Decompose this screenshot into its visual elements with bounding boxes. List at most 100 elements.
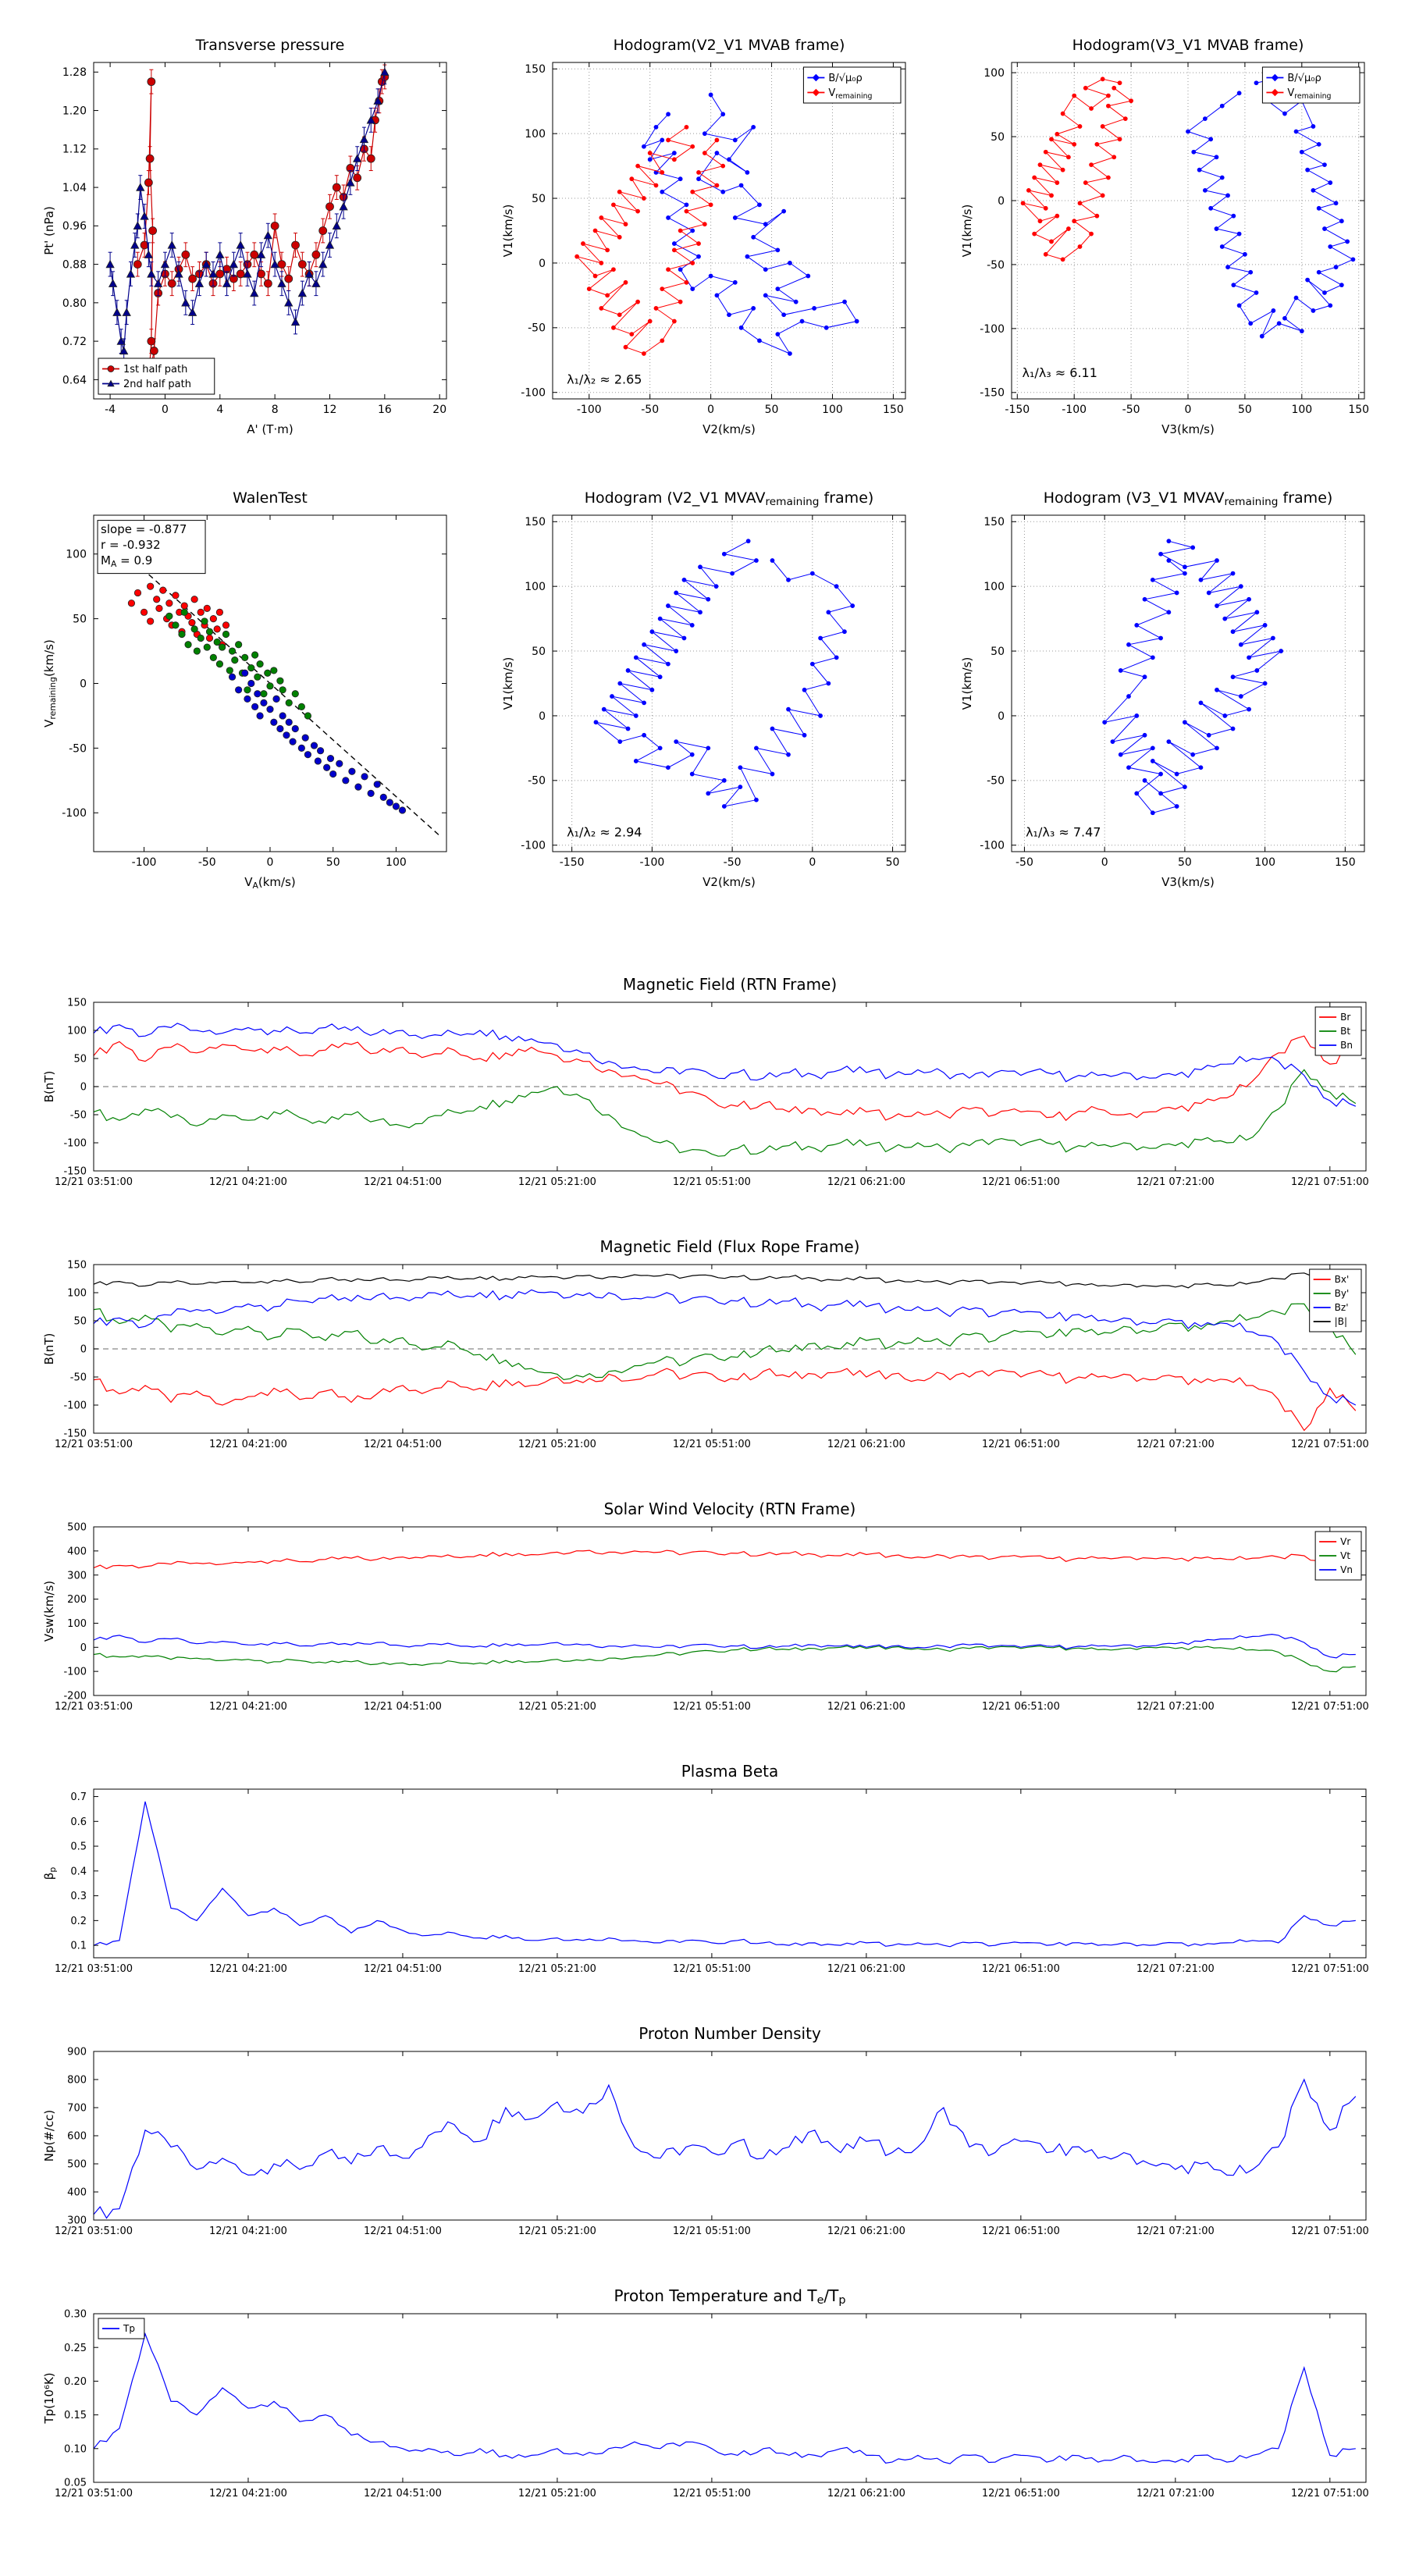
svg-text:12/21 06:51:00: 12/21 06:51:00 — [982, 2488, 1060, 2500]
chart-hodogram-v2v1-mvab: -100 -50 0 50 100 150 -100 -50 0 50 100 150 Hodogram… — [490, 22, 918, 447]
svg-text:12/21 03:51:00: 12/21 03:51:00 — [55, 1176, 133, 1188]
svg-text:0: 0 — [80, 1642, 87, 1654]
svg-text:Vremaining: Vremaining — [1287, 87, 1331, 101]
svg-text:16: 16 — [378, 404, 392, 416]
svg-text:12/21 03:51:00: 12/21 03:51:00 — [55, 1701, 133, 1713]
svg-text:300: 300 — [67, 2215, 87, 2227]
svg-text:1.20: 1.20 — [62, 105, 87, 117]
svg-text:By': By' — [1335, 1288, 1350, 1299]
chart-hodogram-v3v1-mvab: -150 -100 -50 0 50 100 150 -150 -100 -50 0 50 100 Hod… — [949, 22, 1377, 447]
svg-text:V3(km/s): V3(km/s) — [1161, 875, 1215, 889]
svg-text:12: 12 — [323, 404, 337, 416]
svg-text:12/21 03:51:00: 12/21 03:51:00 — [55, 2226, 133, 2237]
svg-text:100: 100 — [984, 67, 1005, 80]
svg-text:λ₁/λ₃ ≈ 6.11: λ₁/λ₃ ≈ 6.11 — [1023, 365, 1097, 380]
svg-text:βp: βp — [42, 1867, 58, 1880]
svg-text:12/21 04:51:00: 12/21 04:51:00 — [364, 2488, 442, 2500]
svg-text:0.64: 0.64 — [62, 374, 87, 386]
svg-text:900: 900 — [67, 2047, 87, 2058]
svg-text:-150: -150 — [980, 387, 1005, 400]
svg-text:150: 150 — [525, 516, 546, 528]
svg-text:-100: -100 — [521, 840, 546, 852]
svg-text:0.4: 0.4 — [70, 1866, 87, 1877]
svg-text:12/21 03:51:00: 12/21 03:51:00 — [55, 1963, 133, 1975]
svg-text:12/21 05:51:00: 12/21 05:51:00 — [673, 1439, 751, 1450]
svg-text:0: 0 — [539, 710, 546, 723]
chart-hodogram-v3v1-mvav: -50 0 50 100 150 -100 -50 0 50 100 150 Hodogram (V3… — [949, 475, 1377, 900]
svg-text:Vt: Vt — [1340, 1550, 1350, 1561]
svg-text:Hodogram (V2_V1 MVAVremaining: Hodogram (V2_V1 MVAVremaining frame) — [585, 489, 874, 508]
svg-text:50: 50 — [73, 1316, 87, 1328]
svg-text:B/√μ₀ρ: B/√μ₀ρ — [828, 73, 862, 84]
svg-text:12/21 06:51:00: 12/21 06:51:00 — [982, 2226, 1060, 2237]
svg-text:0: 0 — [162, 404, 169, 416]
svg-text:150: 150 — [883, 404, 904, 416]
svg-text:12/21 04:51:00: 12/21 04:51:00 — [364, 1963, 442, 1975]
svg-text:Magnetic Field (RTN Frame): Magnetic Field (RTN Frame) — [623, 975, 837, 994]
svg-text:12/21 06:51:00: 12/21 06:51:00 — [982, 1701, 1060, 1713]
svg-text:-100: -100 — [63, 1400, 87, 1412]
svg-text:V1(km/s): V1(km/s) — [501, 657, 515, 710]
svg-text:-150: -150 — [63, 1166, 87, 1178]
svg-text:12/21 06:51:00: 12/21 06:51:00 — [982, 1963, 1060, 1975]
svg-text:0.1: 0.1 — [70, 1941, 87, 1952]
svg-text:Proton Temperature and Te/Tp: Proton Temperature and Te/Tp — [614, 2286, 845, 2307]
svg-text:-150: -150 — [1005, 404, 1030, 416]
svg-text:0: 0 — [1101, 856, 1108, 869]
svg-text:-100: -100 — [577, 404, 602, 416]
svg-text:12/21 07:51:00: 12/21 07:51:00 — [1291, 2226, 1369, 2237]
svg-text:0.80: 0.80 — [62, 297, 87, 310]
svg-text:150: 150 — [67, 998, 87, 1009]
svg-text:-100: -100 — [63, 1138, 87, 1150]
svg-text:12/21 07:21:00: 12/21 07:21:00 — [1136, 1701, 1215, 1713]
svg-text:λ₁/λ₃ ≈ 7.47: λ₁/λ₃ ≈ 7.47 — [1026, 825, 1101, 840]
svg-text:12/21 07:51:00: 12/21 07:51:00 — [1291, 1439, 1369, 1450]
svg-text:100: 100 — [67, 1618, 87, 1630]
svg-text:0.10: 0.10 — [64, 2443, 87, 2455]
svg-text:-100: -100 — [521, 387, 546, 400]
svg-text:12/21 05:21:00: 12/21 05:21:00 — [518, 1176, 596, 1188]
svg-text:12/21 06:21:00: 12/21 06:21:00 — [827, 1439, 905, 1450]
svg-text:B(nT): B(nT) — [42, 1333, 56, 1365]
svg-text:0: 0 — [809, 856, 816, 869]
svg-text:0.72: 0.72 — [62, 336, 87, 348]
svg-text:-100: -100 — [639, 856, 664, 869]
svg-text:0: 0 — [998, 710, 1005, 723]
svg-text:0: 0 — [80, 1082, 87, 1094]
svg-text:150: 150 — [67, 1260, 87, 1272]
svg-text:12/21 07:21:00: 12/21 07:21:00 — [1136, 1963, 1215, 1975]
svg-text:50: 50 — [991, 131, 1005, 144]
svg-text:12/21 07:51:00: 12/21 07:51:00 — [1291, 2488, 1369, 2500]
svg-text:-100: -100 — [1062, 404, 1087, 416]
svg-text:50: 50 — [532, 193, 546, 205]
svg-text:|B|: |B| — [1335, 1316, 1347, 1327]
svg-text:200: 200 — [67, 1594, 87, 1606]
svg-text:Vsw(km/s): Vsw(km/s) — [42, 1581, 56, 1642]
svg-text:-50: -50 — [528, 775, 546, 788]
svg-text:12/21 07:21:00: 12/21 07:21:00 — [1136, 1176, 1215, 1188]
svg-text:Vremaining(km/s): Vremaining(km/s) — [42, 639, 58, 728]
svg-text:Hodogram (V3_V1 MVAVremaining: Hodogram (V3_V1 MVAVremaining frame) — [1044, 489, 1333, 508]
svg-text:-50: -50 — [987, 259, 1005, 272]
svg-text:12/21 05:21:00: 12/21 05:21:00 — [518, 1963, 596, 1975]
svg-text:-50: -50 — [1122, 404, 1140, 416]
svg-text:50: 50 — [886, 856, 900, 869]
chart-hodogram-v2v1-mvav: -150 -100 -50 0 50 -100 -50 0 50 100 150 Hodogram (… — [490, 475, 918, 900]
svg-text:-50: -50 — [724, 856, 742, 869]
svg-text:12/21 04:21:00: 12/21 04:21:00 — [209, 1176, 287, 1188]
svg-text:20: 20 — [432, 404, 446, 416]
svg-text:0: 0 — [1185, 404, 1192, 416]
svg-text:Hodogram(V3_V1 MVAB frame): Hodogram(V3_V1 MVAB frame) — [1072, 37, 1304, 54]
svg-text:-100: -100 — [63, 1667, 87, 1678]
svg-text:-200: -200 — [63, 1691, 87, 1703]
svg-text:1.28: 1.28 — [62, 66, 87, 79]
svg-text:500: 500 — [67, 2159, 87, 2171]
svg-text:500: 500 — [67, 1522, 87, 1534]
svg-text:B/√μ₀ρ: B/√μ₀ρ — [1287, 73, 1321, 84]
svg-text:12/21 06:21:00: 12/21 06:21:00 — [827, 2226, 905, 2237]
svg-text:VA(km/s): VA(km/s) — [244, 875, 296, 891]
svg-text:12/21 05:21:00: 12/21 05:21:00 — [518, 2488, 596, 2500]
svg-text:0.20: 0.20 — [64, 2376, 87, 2388]
svg-text:MA = 0.9: MA = 0.9 — [101, 553, 152, 569]
